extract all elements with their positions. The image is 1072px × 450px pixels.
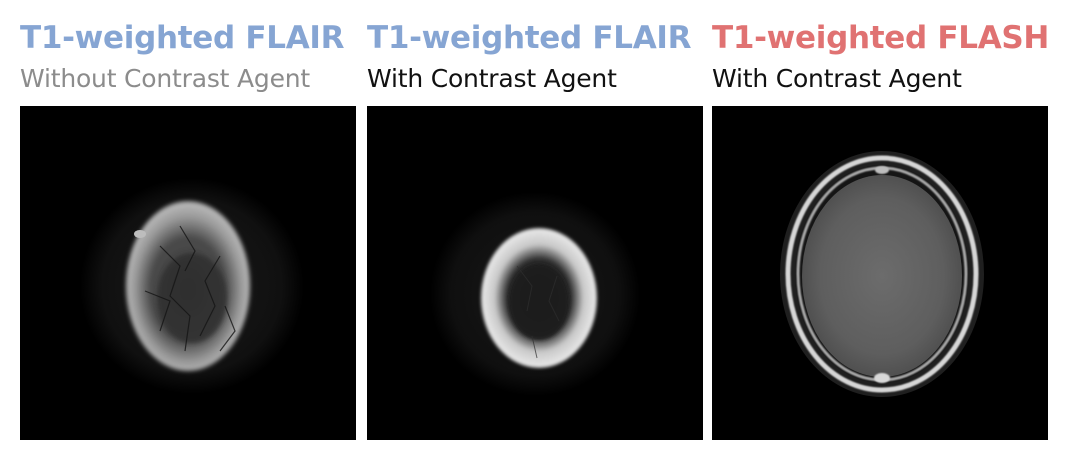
- mri-scan-image: [367, 106, 703, 440]
- panel-title: T1-weighted FLAIR: [367, 20, 692, 56]
- panel-flash-with-contrast: T1-weighted FLASH With Contrast Agent: [712, 0, 1050, 450]
- mri-scan-image: [712, 106, 1048, 440]
- mri-scan-image: [20, 106, 356, 440]
- panel-subtitle: Without Contrast Agent: [20, 64, 311, 93]
- panel-title: T1-weighted FLAIR: [20, 20, 345, 56]
- panel-flair-no-contrast: T1-weighted FLAIR Without Contrast Agent: [20, 0, 356, 450]
- panel-subtitle: With Contrast Agent: [712, 64, 962, 93]
- panel-flair-with-contrast: T1-weighted FLAIR With Contrast Agent: [367, 0, 703, 450]
- panel-subtitle: With Contrast Agent: [367, 64, 617, 93]
- panel-title: T1-weighted FLASH: [712, 20, 1050, 56]
